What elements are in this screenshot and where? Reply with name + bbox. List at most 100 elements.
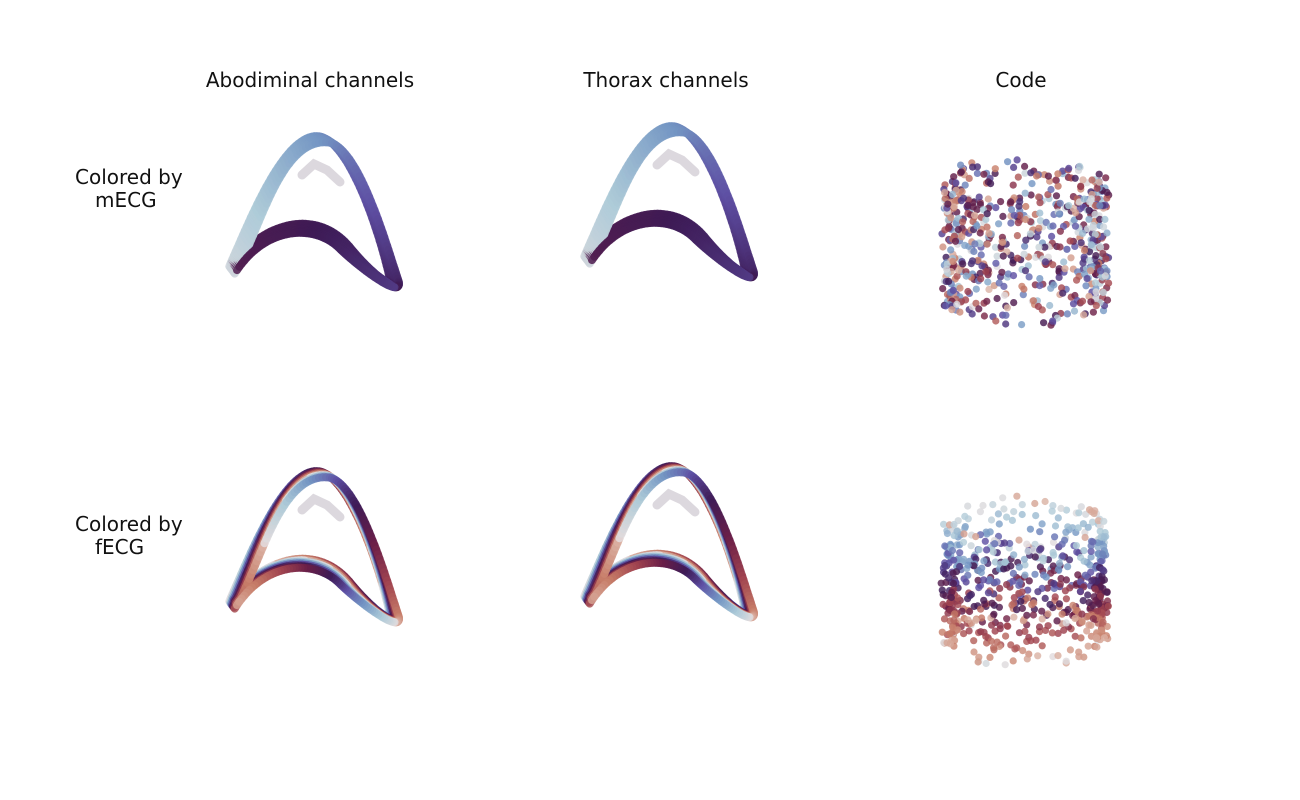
- code-point: [1095, 178, 1103, 186]
- code-point: [980, 312, 988, 320]
- code-point: [1029, 297, 1037, 305]
- code-point: [943, 260, 951, 268]
- code-point: [983, 210, 991, 218]
- code-point: [1035, 193, 1043, 201]
- code-point: [1019, 291, 1027, 299]
- code-point: [1067, 254, 1075, 262]
- code-point: [1060, 258, 1068, 266]
- code-point: [1035, 224, 1043, 232]
- code-point: [1091, 279, 1100, 287]
- code-point: [1091, 210, 1099, 218]
- trajectory-segment: [233, 597, 244, 610]
- code-point: [1056, 243, 1064, 251]
- code-point: [1010, 299, 1018, 307]
- code-point: [1088, 176, 1096, 184]
- code-point: [1055, 210, 1064, 218]
- code-point: [970, 247, 978, 256]
- code-point: [1020, 285, 1028, 293]
- code-point: [1087, 241, 1095, 249]
- code-point: [1014, 173, 1022, 181]
- code-point: [982, 267, 990, 275]
- code-point: [1052, 192, 1061, 200]
- code-point: [1086, 198, 1094, 206]
- code-point: [1010, 163, 1018, 171]
- code-point: [1026, 230, 1034, 238]
- code-point: [1092, 288, 1100, 296]
- code-point: [1063, 310, 1071, 318]
- code-point: [983, 297, 991, 305]
- row-label-fecg-line2: fECG: [95, 535, 145, 559]
- trajectory-tail: [297, 158, 345, 187]
- code-point: [1002, 311, 1010, 319]
- code-point: [1055, 265, 1063, 273]
- code-point: [975, 305, 983, 313]
- code-point: [944, 200, 952, 208]
- code-point: [1021, 242, 1029, 250]
- code-point: [973, 222, 981, 230]
- code-point: [1096, 215, 1104, 223]
- code-point: [992, 317, 1000, 325]
- code-point: [951, 237, 960, 245]
- code-point: [1085, 215, 1093, 223]
- code-point: [1035, 243, 1043, 251]
- code-point: [980, 170, 988, 178]
- code-point: [1041, 243, 1049, 251]
- abdominal-mecg-trajectory-plot: [225, 132, 403, 292]
- code-point: [1096, 267, 1105, 275]
- code-point: [1083, 275, 1091, 283]
- code-point: [1080, 195, 1088, 203]
- code-point: [977, 275, 985, 283]
- trajectory-tail: [297, 493, 345, 522]
- code-point: [976, 200, 984, 209]
- code-point: [978, 262, 986, 270]
- code-point: [1049, 317, 1057, 325]
- code-point: [1093, 184, 1101, 192]
- code-point: [1021, 189, 1029, 197]
- code-point: [976, 229, 984, 237]
- code-point: [1085, 257, 1093, 265]
- code-point: [961, 181, 969, 189]
- code-point: [1066, 237, 1074, 245]
- code-point: [1086, 267, 1095, 275]
- trajectory-segment: [233, 262, 244, 275]
- code-point: [1036, 199, 1044, 207]
- code-point: [997, 198, 1005, 206]
- code-point: [998, 268, 1006, 276]
- code-point: [1101, 272, 1109, 280]
- code-point: [1022, 202, 1030, 211]
- row-label-fecg: Colored by fECG: [75, 513, 183, 559]
- code-point: [999, 212, 1007, 220]
- code-point: [1002, 320, 1010, 328]
- code-point: [982, 215, 990, 224]
- code-point: [992, 204, 1000, 212]
- code-point: [973, 206, 981, 214]
- code-point: [1099, 288, 1107, 296]
- code-point: [998, 233, 1006, 241]
- code-point: [959, 260, 967, 268]
- code-point: [1021, 169, 1029, 177]
- code-point: [991, 243, 1000, 251]
- code-point: [941, 194, 949, 203]
- code-point: [1080, 246, 1089, 255]
- code-point: [985, 229, 993, 237]
- code-point: [1027, 169, 1035, 177]
- code-point: [995, 220, 1003, 228]
- code-point: [1021, 215, 1030, 224]
- code-point: [944, 224, 953, 232]
- code-point: [1022, 236, 1030, 244]
- code-point: [968, 310, 976, 318]
- code-point: [1078, 297, 1087, 305]
- code-point: [1103, 296, 1112, 304]
- code-point: [1061, 265, 1069, 273]
- code-mecg-scatter-plot: [938, 156, 1113, 329]
- code-point: [968, 257, 977, 265]
- code-point: [1089, 224, 1097, 232]
- code-point: [1046, 301, 1054, 310]
- code-point: [1102, 174, 1110, 182]
- code-point: [939, 285, 947, 293]
- code-point: [1078, 229, 1087, 237]
- code-point: [953, 300, 961, 308]
- code-point: [947, 214, 955, 222]
- code-point: [1009, 181, 1017, 189]
